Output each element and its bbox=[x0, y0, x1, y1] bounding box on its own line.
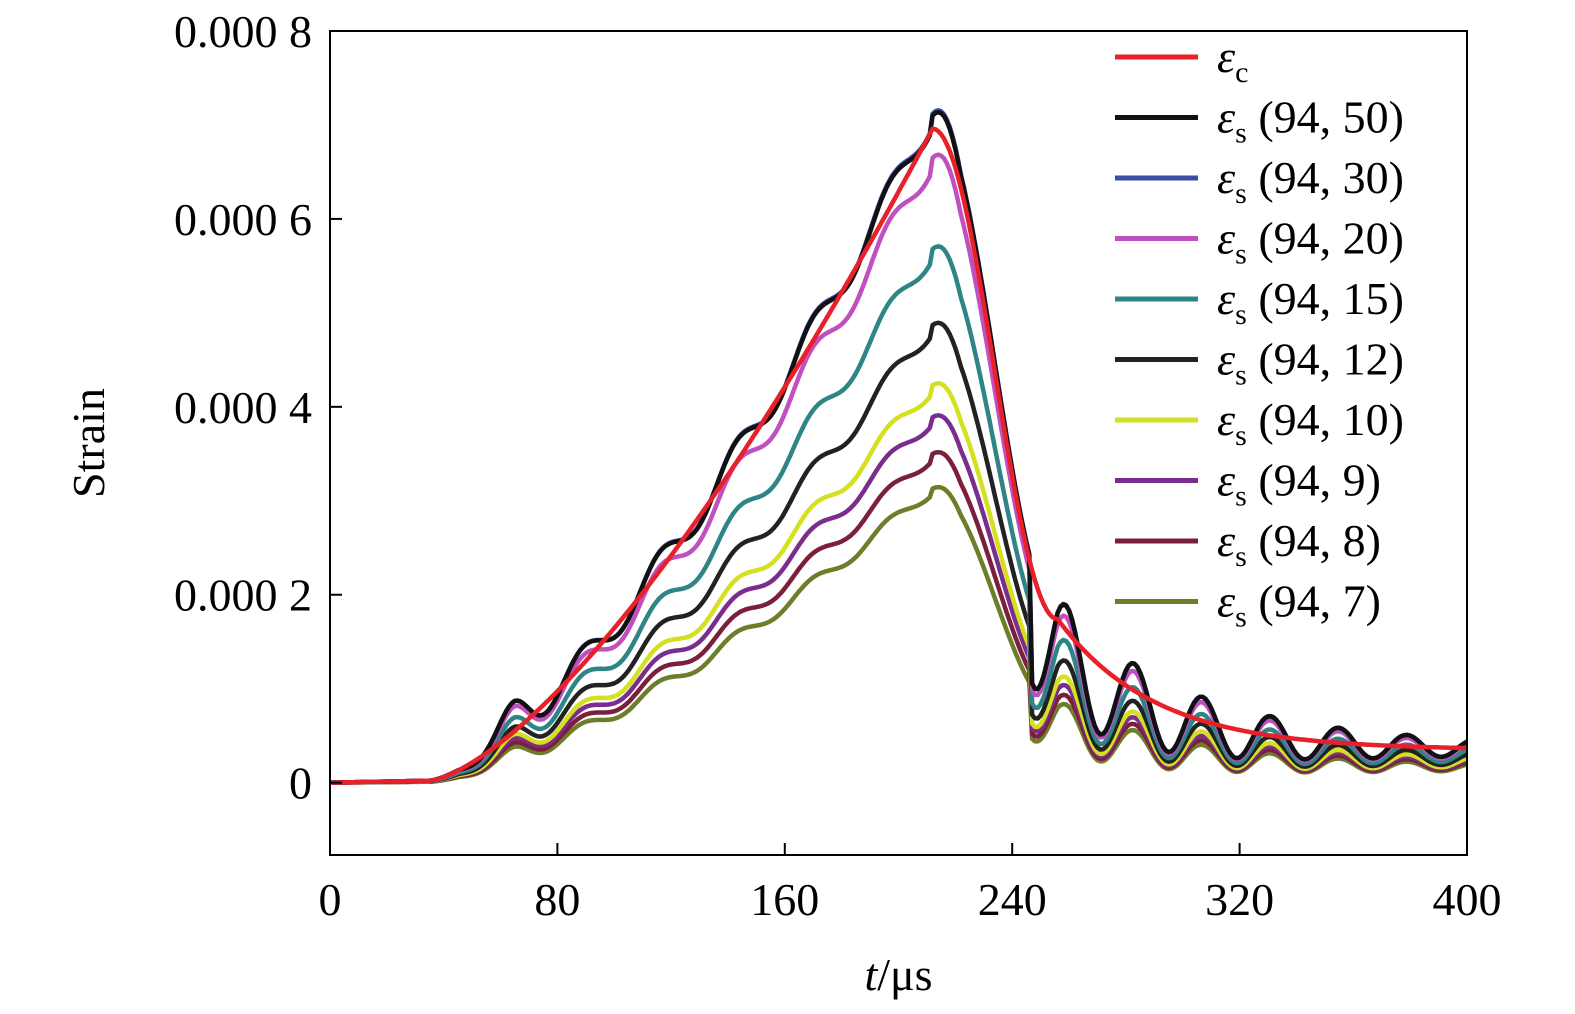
y-axis-title: Strain bbox=[63, 388, 114, 498]
legend-symbol: ε bbox=[1217, 334, 1236, 385]
series-line-4 bbox=[329, 244, 1469, 785]
legend-subscript: s bbox=[1235, 298, 1247, 331]
legend-symbol: ε bbox=[1217, 273, 1236, 324]
x-tick-label: 80 bbox=[534, 874, 580, 925]
x-tick-label: 0 bbox=[319, 874, 342, 925]
legend-symbol: ε bbox=[1217, 455, 1236, 506]
legend-symbol: ε bbox=[1217, 213, 1236, 264]
series-line-8 bbox=[329, 449, 1468, 785]
x-tick-label: 320 bbox=[1205, 874, 1274, 925]
legend-subscript: s bbox=[1235, 238, 1247, 271]
x-tick-label: 160 bbox=[750, 874, 819, 925]
legend-subscript: s bbox=[1235, 601, 1247, 634]
x-tick-label: 400 bbox=[1433, 874, 1502, 925]
legend-entry-label: εs (94, 30) bbox=[1217, 152, 1404, 210]
series-line-9 bbox=[329, 484, 1468, 785]
legend-suffix: (94, 30) bbox=[1247, 152, 1404, 203]
legend-suffix: (94, 12) bbox=[1247, 334, 1404, 385]
legend-symbol: ε bbox=[1217, 152, 1236, 203]
legend-suffix: (94, 20) bbox=[1247, 213, 1404, 264]
legend-suffix: (94, 10) bbox=[1247, 394, 1404, 445]
legend-subscript: s bbox=[1235, 419, 1247, 452]
axes-layer: 0 80 160 240 320 400 0 0.000 2 0.000 4 0.000 6 0.0… bbox=[63, 6, 1502, 1000]
plot-frame bbox=[329, 30, 1468, 856]
legend-subscript: s bbox=[1235, 117, 1247, 150]
legend-symbol: ε bbox=[1217, 92, 1236, 143]
legend-subscript: c bbox=[1235, 56, 1248, 89]
legend-symbol: ε bbox=[1217, 394, 1236, 445]
legend-suffix: (94, 9) bbox=[1247, 455, 1381, 506]
x-axis-title: t/μs bbox=[864, 949, 932, 1000]
legend-symbol: ε bbox=[1217, 31, 1236, 82]
legend-entry-label: εs (94, 9) bbox=[1217, 455, 1381, 513]
legend-entry-label: εs (94, 15) bbox=[1217, 273, 1404, 331]
legend-entry-label: εs (94, 20) bbox=[1217, 213, 1404, 271]
x-axis-title-unit: /μs bbox=[877, 949, 932, 1000]
y-tick-label: 0.000 6 bbox=[174, 194, 312, 245]
legend-symbol: ε bbox=[1217, 576, 1236, 627]
series-line-1 bbox=[329, 109, 1469, 785]
y-tick-label: 0.000 2 bbox=[174, 570, 312, 621]
legend-suffix: (94, 50) bbox=[1247, 92, 1404, 143]
legend-symbol: ε bbox=[1217, 515, 1236, 566]
series-line-7 bbox=[329, 413, 1468, 785]
series-layer bbox=[329, 108, 1469, 785]
legend-subscript: s bbox=[1235, 480, 1247, 513]
legend-suffix: (94, 8) bbox=[1247, 515, 1381, 566]
series-line-0 bbox=[329, 126, 1468, 785]
legend-subscript: s bbox=[1235, 177, 1247, 210]
legend-entry-label: εs (94, 50) bbox=[1217, 92, 1404, 150]
legend-entry-label: εc bbox=[1217, 31, 1248, 89]
legend-entry-label: εs (94, 10) bbox=[1217, 394, 1404, 452]
x-axis-title-variable: t bbox=[864, 949, 878, 1000]
legend-entry-label: εs (94, 8) bbox=[1217, 515, 1381, 573]
legend-subscript: s bbox=[1235, 540, 1247, 573]
series-line-3 bbox=[329, 152, 1469, 785]
legend-entry-label: εs (94, 7) bbox=[1217, 576, 1381, 634]
legend-suffix: (94, 15) bbox=[1247, 273, 1404, 324]
legend-subscript: s bbox=[1235, 359, 1247, 392]
y-tick-label: 0.000 8 bbox=[174, 6, 312, 57]
x-tick-label: 240 bbox=[978, 874, 1047, 925]
y-tick-label: 0.000 4 bbox=[174, 382, 312, 433]
y-tick-label: 0 bbox=[289, 758, 312, 809]
legend-entry-label: εs (94, 12) bbox=[1217, 334, 1404, 392]
legend-suffix: (94, 7) bbox=[1247, 576, 1381, 627]
series-line-6 bbox=[329, 380, 1468, 785]
